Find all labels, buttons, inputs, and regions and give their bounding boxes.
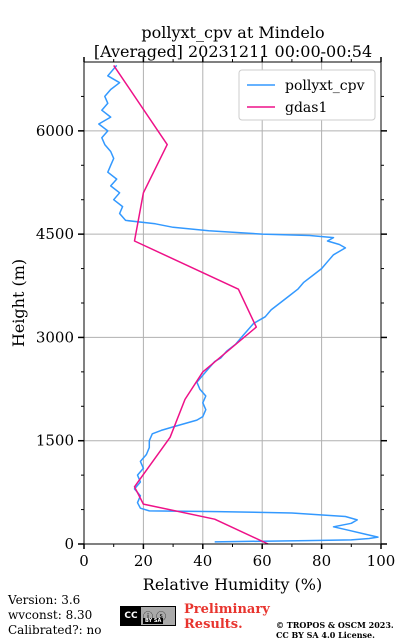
copyright-note: © TROPOS & OSCM 2023. CC BY SA 4.0 Licen… — [276, 620, 394, 640]
y-tick-label: 0 — [64, 535, 74, 553]
x-tick-label: 80 — [312, 552, 331, 570]
legend-label: gdas1 — [285, 100, 327, 116]
x-tick-label: 20 — [134, 552, 153, 570]
y-tick-label: 4500 — [36, 225, 74, 243]
x-tick-label: 0 — [79, 552, 89, 570]
chart-title-line2: [Averaged] 20231211 00:00-00:54 — [93, 42, 373, 61]
legend: pollyxt_cpv gdas1 — [238, 69, 376, 121]
cc-by-sa-license-icon: CC ⓘ ⓢ BY SA — [120, 606, 176, 626]
x-tick-label: 40 — [193, 552, 212, 570]
wvconst-text: wvconst: 8.30 — [8, 608, 93, 622]
chart-title-line1: pollyxt_cpv at Mindelo — [141, 23, 325, 42]
legend-label: pollyxt_cpv — [285, 78, 365, 94]
preliminary-line2: Results. — [184, 617, 243, 632]
copyright-line2: CC BY SA 4.0 License. — [276, 630, 375, 640]
series-line-gdas1 — [113, 64, 269, 545]
series-layer — [98, 64, 379, 545]
series-line-pollyxt_cpv — [98, 64, 379, 543]
by-sa-icons: ⓘ ⓢ — [143, 608, 166, 623]
version-text: Version: 3.6 — [8, 593, 81, 607]
by-sa-label: BY SA — [143, 618, 164, 624]
y-axis-label: Height (m) — [9, 259, 28, 347]
cc-logo-icon: CC — [121, 607, 141, 625]
y-tick-label: 6000 — [36, 122, 74, 140]
y-tick-label: 1500 — [36, 432, 74, 450]
preliminary-results-note: Preliminary Results. — [184, 602, 270, 632]
x-tick-label: 60 — [253, 552, 272, 570]
y-tick-label: 3000 — [36, 328, 74, 346]
preliminary-line1: Preliminary — [184, 602, 270, 617]
grid-lines — [84, 62, 381, 544]
x-axis-label: Relative Humidity (%) — [143, 575, 322, 594]
calibrated-text: Calibrated?: no — [8, 623, 102, 637]
axis-ticks: 0 20 40 60 80 100 0 1500 3000 4500 6000 — [36, 57, 396, 570]
copyright-line1: © TROPOS & OSCM 2023. — [276, 620, 394, 630]
plot-frame — [83, 61, 382, 545]
x-tick-label: 100 — [367, 552, 396, 570]
